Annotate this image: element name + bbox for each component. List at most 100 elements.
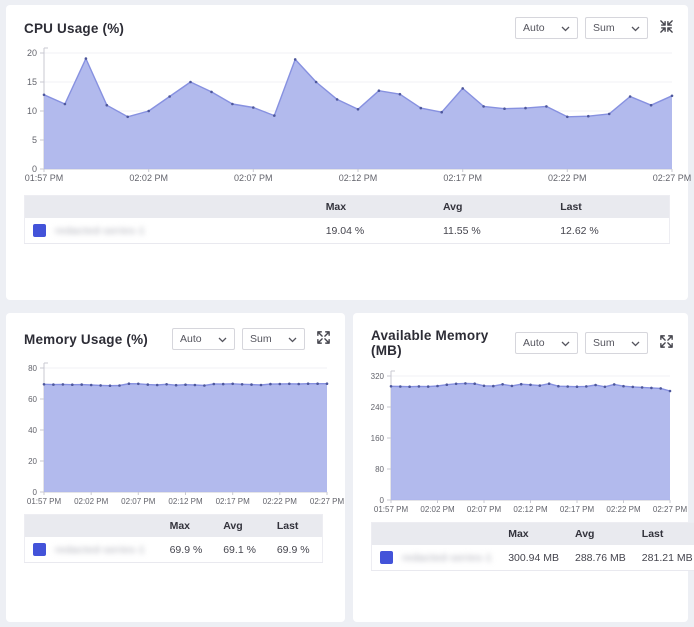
max-column-header: Max xyxy=(508,528,529,540)
svg-text:20: 20 xyxy=(28,457,37,466)
table-row[interactable]: redacted-series-1 69.9 % 69.1 % 69.9 % xyxy=(24,537,323,563)
panel-title: Memory Usage (%) xyxy=(24,331,148,347)
avg-value: 11.55 % xyxy=(434,218,553,244)
svg-text:0: 0 xyxy=(32,164,37,174)
interval-select[interactable]: Auto xyxy=(172,328,235,350)
cpu-panel-header: CPU Usage (%) Auto Sum xyxy=(6,5,688,41)
svg-text:02:22 PM: 02:22 PM xyxy=(606,505,641,514)
aggregation-select-value: Sum xyxy=(593,337,615,349)
chevron-down-icon xyxy=(631,19,640,37)
available-memory-panel-controls: Auto Sum xyxy=(515,332,674,354)
cpu-panel-controls: Auto Sum xyxy=(515,17,674,39)
svg-text:01:57 PM: 01:57 PM xyxy=(374,505,409,514)
series-legend: redacted-series-1 xyxy=(33,224,310,237)
svg-text:02:17 PM: 02:17 PM xyxy=(560,505,595,514)
series-column-header xyxy=(25,515,162,538)
svg-text:0: 0 xyxy=(380,496,385,505)
chevron-down-icon xyxy=(631,334,640,352)
collapse-icon xyxy=(659,19,674,37)
chevron-down-icon xyxy=(561,334,570,352)
available-memory-chart[interactable]: 0 80 160 240 320 01:57 PM 02:02 PM 02:07 PM 02:1… xyxy=(363,368,687,516)
interval-select-value: Auto xyxy=(523,337,545,349)
interval-select[interactable]: Auto xyxy=(515,17,578,39)
svg-text:0: 0 xyxy=(33,488,38,497)
expand-button[interactable] xyxy=(658,335,674,351)
series-column-header xyxy=(372,523,501,546)
svg-text:01:57 PM: 01:57 PM xyxy=(25,173,64,183)
series-column-header xyxy=(25,196,318,219)
svg-text:02:12 PM: 02:12 PM xyxy=(339,173,378,183)
expand-button[interactable] xyxy=(315,331,331,347)
last-column-header: Last xyxy=(560,201,582,213)
available-memory-panel: Available Memory (MB) Auto Sum xyxy=(353,313,694,622)
table-row[interactable]: redacted-series-1 300.94 MB 288.76 MB 28… xyxy=(371,545,694,571)
svg-text:15: 15 xyxy=(27,77,37,87)
last-value: 12.62 % xyxy=(552,218,670,244)
series-name-blurred: redacted-series-1 xyxy=(402,551,493,564)
aggregation-select[interactable]: Sum xyxy=(585,17,648,39)
series-name-blurred: redacted-series-1 xyxy=(55,224,146,237)
series-legend: redacted-series-1 xyxy=(380,551,492,564)
stats-header-row: Max Avg Last xyxy=(24,195,670,219)
aggregation-select[interactable]: Sum xyxy=(585,332,648,354)
max-column-header: Max xyxy=(169,520,191,532)
svg-text:02:07 PM: 02:07 PM xyxy=(234,173,273,183)
interval-select[interactable]: Auto xyxy=(515,332,578,354)
avg-column-header: Avg xyxy=(223,520,243,532)
svg-text:02:12 PM: 02:12 PM xyxy=(168,497,203,506)
svg-text:5: 5 xyxy=(32,135,37,145)
legend-color-swatch xyxy=(33,224,46,237)
avg-value: 69.1 % xyxy=(215,537,269,563)
aggregation-select-value: Sum xyxy=(250,333,272,345)
stats-header-row: Max Avg Last xyxy=(24,514,323,538)
table-row[interactable]: redacted-series-1 19.04 % 11.55 % 12.62 … xyxy=(24,218,670,244)
interval-select-value: Auto xyxy=(180,333,202,345)
memory-usage-panel: Memory Usage (%) Auto Sum xyxy=(6,313,345,622)
svg-text:02:17 PM: 02:17 PM xyxy=(216,497,251,506)
svg-text:320: 320 xyxy=(371,372,385,381)
expand-icon xyxy=(316,330,331,348)
svg-text:02:12 PM: 02:12 PM xyxy=(513,505,548,514)
panel-title: Available Memory (MB) xyxy=(371,328,489,358)
svg-text:60: 60 xyxy=(28,395,37,404)
chevron-down-icon xyxy=(218,330,227,348)
svg-text:02:22 PM: 02:22 PM xyxy=(263,497,298,506)
svg-text:80: 80 xyxy=(28,364,37,373)
cpu-usage-chart[interactable]: 0 5 10 15 20 01:57 PM 02:02 PM 02:07 PM 02:12 PM… xyxy=(16,45,691,185)
svg-text:02:02 PM: 02:02 PM xyxy=(74,497,109,506)
svg-text:02:02 PM: 02:02 PM xyxy=(420,505,455,514)
svg-text:80: 80 xyxy=(375,465,384,474)
memory-stats-table: Max Avg Last redacted-series-1 69.9 % 69… xyxy=(24,514,323,563)
last-value: 281.21 MB xyxy=(633,545,694,571)
max-value: 300.94 MB xyxy=(500,545,567,571)
last-column-header: Last xyxy=(641,528,664,540)
svg-text:02:02 PM: 02:02 PM xyxy=(129,173,168,183)
svg-text:02:07 PM: 02:07 PM xyxy=(467,505,502,514)
series-name-blurred: redacted-series-1 xyxy=(55,543,146,556)
stats-header-row: Max Avg Last xyxy=(371,522,694,546)
chevron-down-icon xyxy=(561,19,570,37)
avg-column-header: Avg xyxy=(442,201,463,213)
available-memory-panel-header: Available Memory (MB) Auto Sum xyxy=(353,313,688,360)
cpu-stats-table: Max Avg Last redacted-series-1 19.04 % 1… xyxy=(24,195,670,244)
chevron-down-icon xyxy=(288,330,297,348)
svg-text:160: 160 xyxy=(371,434,385,443)
svg-text:10: 10 xyxy=(27,106,37,116)
svg-text:240: 240 xyxy=(371,403,385,412)
cpu-usage-panel: CPU Usage (%) Auto Sum xyxy=(6,5,691,300)
legend-color-swatch xyxy=(380,551,393,564)
svg-text:02:22 PM: 02:22 PM xyxy=(548,173,587,183)
svg-text:02:27 PM: 02:27 PM xyxy=(653,173,692,183)
memory-usage-chart[interactable]: 0 20 40 60 80 01:57 PM 02:02 PM 02:07 PM 02:12 P… xyxy=(16,360,344,508)
collapse-button[interactable] xyxy=(658,20,674,36)
interval-select-value: Auto xyxy=(523,22,545,34)
panel-title: CPU Usage (%) xyxy=(24,20,125,36)
svg-text:02:17 PM: 02:17 PM xyxy=(443,173,482,183)
max-value: 19.04 % xyxy=(317,218,435,244)
expand-icon xyxy=(659,334,674,352)
max-value: 69.9 % xyxy=(161,537,216,563)
svg-text:20: 20 xyxy=(27,48,37,58)
aggregation-select[interactable]: Sum xyxy=(242,328,305,350)
series-legend: redacted-series-1 xyxy=(33,543,154,556)
available-memory-stats-table: Max Avg Last redacted-series-1 300.94 MB… xyxy=(371,522,694,571)
